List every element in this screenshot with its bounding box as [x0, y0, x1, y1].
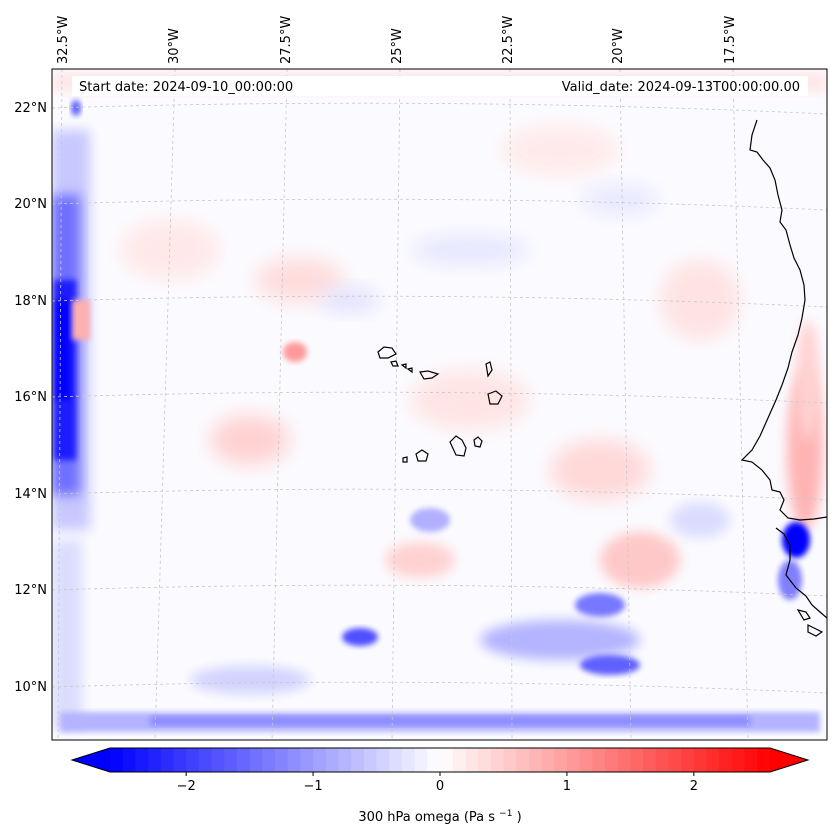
date-banner: [72, 76, 808, 96]
colorbar-segment: [617, 748, 631, 772]
colorbar-segment: [135, 748, 149, 772]
colorbar-segment: [503, 748, 517, 772]
colorbar-segment: [541, 748, 555, 772]
colorbar-segment: [148, 748, 162, 772]
coastlines: [377, 119, 827, 637]
colorbar: −2 −1 0 1 2: [70, 747, 810, 794]
colorbar-segment: [160, 748, 175, 772]
lat-label-10n: 10°N: [14, 680, 47, 695]
colorbar-unit-close: ): [517, 810, 522, 825]
lat-label-18n: 18°N: [14, 294, 47, 309]
colorbar-segment: [681, 748, 695, 772]
lon-label-20w: 20°W: [611, 28, 626, 64]
lon-label-32-5w: 32.5°W: [56, 16, 71, 64]
colorbar-segment: [325, 748, 340, 772]
colorbar-segment: [630, 748, 644, 772]
colorbar-segment: [389, 748, 403, 772]
africa-coastline: [740, 119, 827, 521]
lat-label-12n: 12°N: [14, 583, 47, 598]
colorbar-segment: [198, 748, 213, 772]
colorbar-segment: [414, 748, 428, 772]
colorbar-outline: [70, 747, 810, 773]
colorbar-segment: [287, 748, 301, 772]
colorbar-segment: [122, 748, 136, 772]
colorbar-segment: [351, 748, 365, 772]
colorbar-tick-label: −1: [303, 779, 322, 794]
colorbar-segment: [478, 748, 492, 772]
colorbar-segment: [757, 748, 771, 772]
colorbar-segment: [719, 748, 733, 772]
colorbar-segment: [655, 748, 670, 772]
colorbar-segment: [528, 748, 543, 772]
colorbar-segment: [579, 748, 593, 772]
colorbar-segment: [313, 748, 327, 772]
colorbar-segment: [211, 748, 225, 772]
graticule: [52, 69, 827, 740]
colorbar-segment: [706, 748, 720, 772]
colorbar-segment: [363, 748, 378, 772]
longitude-labels: 32.5°W 30°W 27.5°W 25°W 22.5°W 20°W 17.5…: [56, 16, 738, 64]
colorbar-unit-exponent: −1: [499, 809, 512, 819]
colorbar-segment: [427, 748, 441, 772]
valid-date-label: Valid_date: 2024-09-13T00:00:00.00: [562, 80, 800, 95]
lon-label-22-5w: 22.5°W: [501, 16, 516, 64]
colorbar-unit: (Pa s: [464, 810, 495, 825]
colorbar-segment: [173, 748, 187, 772]
lat-label-14n: 14°N: [14, 487, 47, 502]
colorbar-segment: [186, 748, 200, 772]
colorbar-segment: [566, 748, 581, 772]
colorbar-segment: [262, 748, 276, 772]
colorbar-variable: 300 hPa omega: [358, 810, 459, 825]
latitude-labels: 22°N 20°N 18°N 16°N 14°N 12°N 10°N: [14, 101, 47, 695]
colorbar-segment: [236, 748, 251, 772]
map-frame: [51, 68, 828, 741]
start-date-label: Start date: 2024-09-10_00:00:00: [79, 80, 293, 95]
colorbar-tick-label: 1: [563, 779, 571, 794]
lon-label-27-5w: 27.5°W: [279, 16, 294, 64]
colorbar-segment: [554, 748, 568, 772]
colorbar-segment: [605, 748, 619, 772]
colorbar-segment: [452, 748, 466, 772]
colorbar-segment: [693, 748, 708, 772]
colorbar-title: 300 hPa omega (Pa s −1 ): [358, 805, 521, 825]
colorbar-segment: [224, 748, 238, 772]
colorbar-segment: [440, 748, 454, 772]
lat-label-16n: 16°N: [14, 390, 47, 405]
map-panel: [52, 69, 827, 740]
cabo-verde-islands: [377, 346, 503, 463]
colorbar-max-extend-arrow: [770, 748, 808, 772]
colorbar-segment: [275, 748, 289, 772]
lon-label-17-5w: 17.5°W: [723, 16, 738, 64]
colorbar-segment: [249, 748, 263, 772]
colorbar-segment: [300, 748, 314, 772]
colorbar-segment: [668, 748, 682, 772]
lon-label-30w: 30°W: [167, 28, 182, 64]
colorbar-segment: [643, 748, 657, 772]
colorbar-segment: [110, 748, 124, 772]
colorbar-min-extend-arrow: [72, 748, 110, 772]
lat-label-22n: 22°N: [14, 101, 47, 116]
colorbar-segment: [731, 748, 746, 772]
colorbar-segment: [592, 748, 606, 772]
colorbar-segment: [490, 748, 505, 772]
colorbar-segment: [744, 748, 758, 772]
colorbar-tick-label: 0: [436, 779, 444, 794]
lat-label-20n: 20°N: [14, 197, 47, 212]
lon-label-25w: 25°W: [390, 28, 405, 64]
colorbar-segment: [465, 748, 479, 772]
colorbar-segment: [376, 748, 390, 772]
colorbar-tick-label: −2: [177, 779, 196, 794]
colorbar-tick-label: 2: [690, 779, 698, 794]
colorbar-segment: [516, 748, 530, 772]
omega-field: [52, 72, 827, 732]
colorbar-segment: [338, 748, 352, 772]
colorbar-segment: [401, 748, 416, 772]
